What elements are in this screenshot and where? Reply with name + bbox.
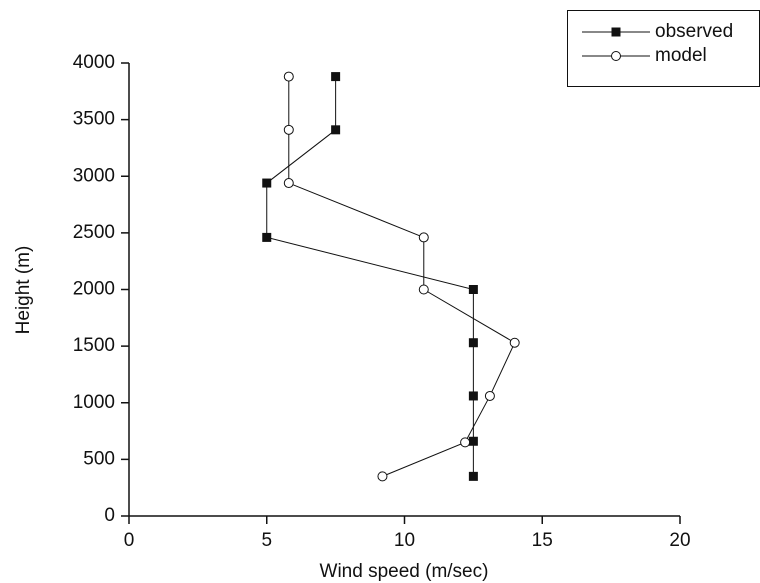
- x-tick-label: 5: [261, 530, 272, 551]
- marker: [418, 284, 429, 295]
- marker: [418, 232, 429, 243]
- legend-label: observed: [655, 21, 733, 42]
- y-tick-label: 2500: [73, 222, 115, 243]
- y-tick-label: 3000: [73, 165, 115, 186]
- marker: [331, 125, 341, 135]
- y-tick-label: 1000: [73, 392, 115, 413]
- marker: [262, 178, 272, 188]
- y-tick-label: 4000: [73, 52, 115, 73]
- legend-marker: [611, 51, 621, 61]
- y-tick-label: 3500: [73, 109, 115, 130]
- legend-marker: [611, 27, 621, 37]
- marker: [468, 436, 478, 446]
- legend-label: model: [655, 45, 707, 66]
- y-tick-label: 0: [104, 505, 115, 526]
- x-tick-label: 0: [124, 530, 135, 551]
- marker: [468, 285, 478, 294]
- marker: [283, 178, 294, 189]
- marker: [283, 71, 294, 82]
- x-axis-label: Wind speed (m/sec): [320, 561, 489, 582]
- marker: [509, 337, 520, 348]
- marker: [460, 437, 471, 448]
- marker: [262, 232, 272, 242]
- x-tick-label: 20: [669, 530, 690, 551]
- series-line: [288, 76, 516, 477]
- y-tick-label: 2000: [73, 279, 115, 300]
- y-tick-label: 500: [83, 448, 115, 469]
- x-tick-label: 15: [532, 530, 553, 551]
- marker: [377, 471, 388, 482]
- y-axis-label: Height (m): [13, 246, 34, 335]
- marker: [468, 338, 478, 348]
- marker: [331, 72, 341, 82]
- marker: [283, 124, 294, 135]
- series-line: [266, 76, 474, 477]
- marker: [468, 391, 478, 401]
- x-tick-label: 10: [394, 530, 415, 551]
- marker: [484, 390, 495, 401]
- y-tick-label: 1500: [73, 335, 115, 356]
- marker: [468, 471, 478, 481]
